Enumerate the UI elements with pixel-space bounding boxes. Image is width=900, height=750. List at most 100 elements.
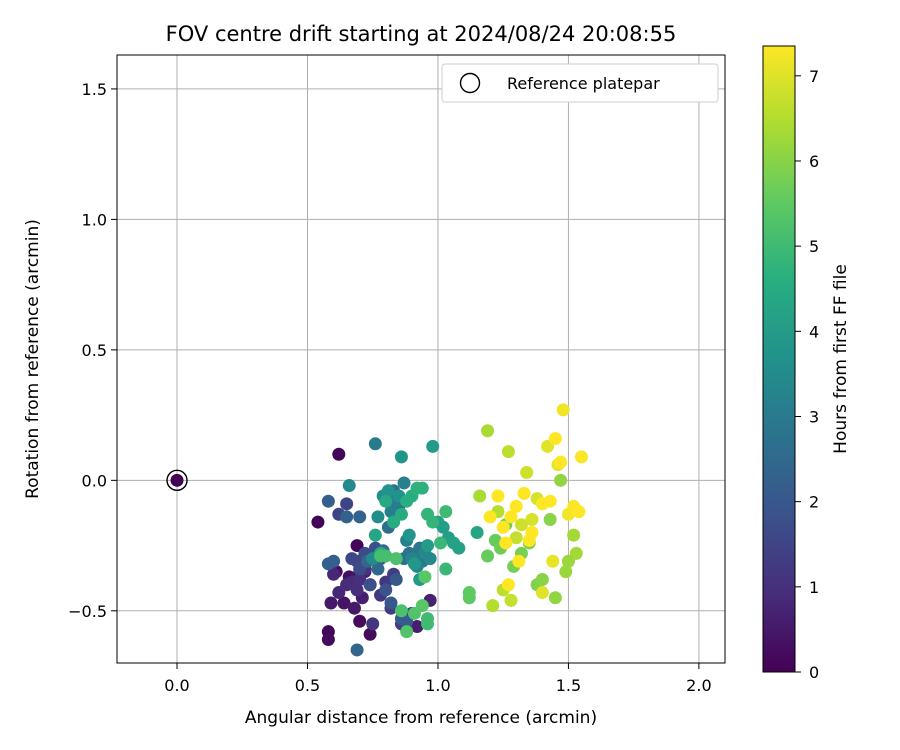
colorbar-gradient [762, 45, 796, 673]
data-point [394, 507, 408, 521]
data-point [350, 643, 364, 657]
data-point [353, 510, 367, 524]
data-point [342, 479, 356, 493]
data-point [481, 549, 495, 563]
data-point [567, 528, 581, 542]
data-point [397, 476, 411, 490]
data-point [321, 633, 335, 647]
data-point [462, 591, 476, 605]
data-point [509, 499, 523, 513]
data-point [434, 536, 448, 550]
colorbar-tick-label: 1 [809, 578, 819, 597]
legend-box [441, 63, 719, 103]
plot-frame [116, 54, 726, 664]
data-point [496, 520, 510, 534]
data-point [546, 554, 560, 568]
colorbar-tick-label: 0 [809, 663, 819, 682]
data-point [353, 572, 367, 586]
data-point [554, 455, 568, 469]
y-tick-label: 1.5 [82, 80, 107, 99]
reference-marker [166, 469, 188, 492]
reference-ring-icon [166, 469, 188, 492]
data-point [543, 512, 557, 526]
data-point [499, 536, 513, 550]
data-points [311, 403, 588, 657]
data-point [522, 533, 536, 547]
data-point [394, 604, 408, 618]
data-point [535, 572, 549, 586]
data-point [426, 515, 440, 529]
data-point [436, 520, 450, 534]
data-point [389, 552, 403, 566]
colorbar-tick-label: 4 [809, 322, 819, 341]
x-ticks: 0.0 0.5 1.0 1.5 2.0 [164, 663, 712, 695]
plot-area: 0.0 0.5 1.0 1.5 2.0 −0.5 0.0 0.5 1.0 1.5 [68, 54, 726, 695]
data-point [371, 562, 385, 576]
data-point [366, 617, 380, 631]
data-point [321, 494, 335, 508]
y-tick-label: −0.5 [68, 602, 107, 621]
data-point [363, 627, 377, 641]
data-point [402, 528, 416, 542]
colorbar-ticks: 0 1 2 3 4 5 6 7 [795, 67, 819, 682]
data-point [347, 601, 361, 615]
data-point [384, 505, 398, 519]
colorbar-tick-label: 5 [809, 237, 819, 256]
data-point [486, 599, 500, 613]
x-tick-label: 1.0 [425, 676, 450, 695]
data-point [327, 554, 341, 568]
data-point [439, 505, 453, 519]
data-point [363, 578, 377, 592]
x-tick-label: 2.0 [686, 676, 711, 695]
legend-marker-icon [459, 72, 481, 94]
data-point [504, 593, 518, 607]
data-point [350, 583, 364, 597]
data-point [452, 541, 466, 555]
colorbar-tick-label: 3 [809, 407, 819, 426]
data-point [379, 549, 393, 563]
data-point [520, 466, 534, 480]
data-point [353, 614, 367, 628]
data-point [384, 596, 398, 610]
data-point [483, 510, 497, 524]
y-axis-label: Rotation from reference (arcmin) [23, 219, 43, 499]
data-point [400, 625, 414, 639]
data-point [389, 572, 403, 586]
data-point [415, 481, 429, 495]
data-point [501, 445, 515, 459]
x-tick-label: 0.5 [295, 676, 320, 695]
data-point [311, 515, 325, 529]
data-point [514, 518, 528, 532]
legend-entry: Reference platepar [507, 74, 660, 93]
colorbar-tick-label: 7 [809, 67, 819, 86]
data-point [525, 512, 539, 526]
data-point [324, 596, 338, 610]
x-tick-label: 0.0 [164, 676, 189, 695]
y-tick-label: 0.5 [82, 341, 107, 360]
data-point [340, 510, 354, 524]
data-point [332, 447, 346, 461]
data-point [501, 578, 515, 592]
colorbar-tick-label: 6 [809, 152, 819, 171]
data-point [574, 450, 588, 464]
data-point [381, 484, 395, 498]
data-point [327, 567, 341, 581]
data-point [470, 526, 484, 540]
data-point [548, 432, 562, 446]
data-point [421, 539, 435, 553]
data-point [491, 489, 505, 503]
data-point [423, 552, 437, 566]
data-point [394, 450, 408, 464]
colorbar-tick-label: 2 [809, 493, 819, 512]
data-point [509, 531, 523, 545]
data-point [556, 403, 570, 417]
data-point [473, 489, 487, 503]
y-tick-label: 1.0 [82, 210, 107, 229]
data-point [554, 473, 568, 487]
data-point [371, 510, 385, 524]
data-point [340, 497, 354, 511]
legend: Reference platepar [441, 63, 719, 103]
chart-title: FOV centre drift starting at 2024/08/24 … [166, 22, 677, 46]
data-point [572, 505, 586, 519]
data-point [439, 562, 453, 576]
